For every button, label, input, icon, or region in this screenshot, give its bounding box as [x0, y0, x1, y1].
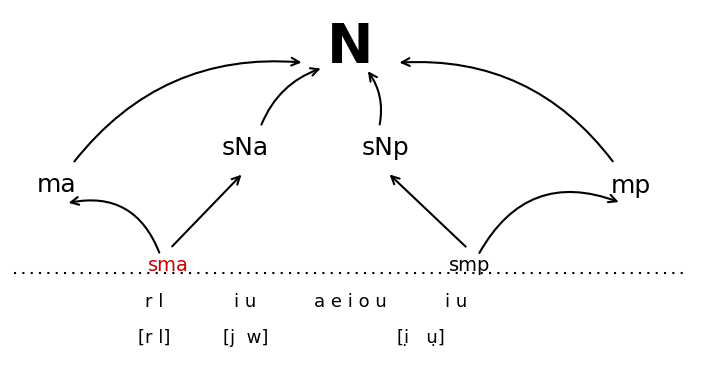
Text: r l: r l — [145, 293, 163, 311]
Text: i u: i u — [234, 293, 257, 311]
Text: [r l]: [r l] — [138, 329, 170, 347]
Text: sNa: sNa — [222, 137, 269, 160]
Text: N: N — [327, 21, 374, 75]
Text: sNp: sNp — [362, 137, 409, 160]
Text: [ị   ụ]: [ị ụ] — [397, 329, 444, 347]
Text: i u: i u — [444, 293, 467, 311]
Text: sma: sma — [148, 256, 189, 275]
Text: smp: smp — [449, 256, 491, 275]
Text: ma: ma — [36, 174, 76, 197]
Text: a e i o u: a e i o u — [314, 293, 387, 311]
Text: [j  w]: [j w] — [223, 329, 268, 347]
Text: mp: mp — [611, 174, 651, 197]
